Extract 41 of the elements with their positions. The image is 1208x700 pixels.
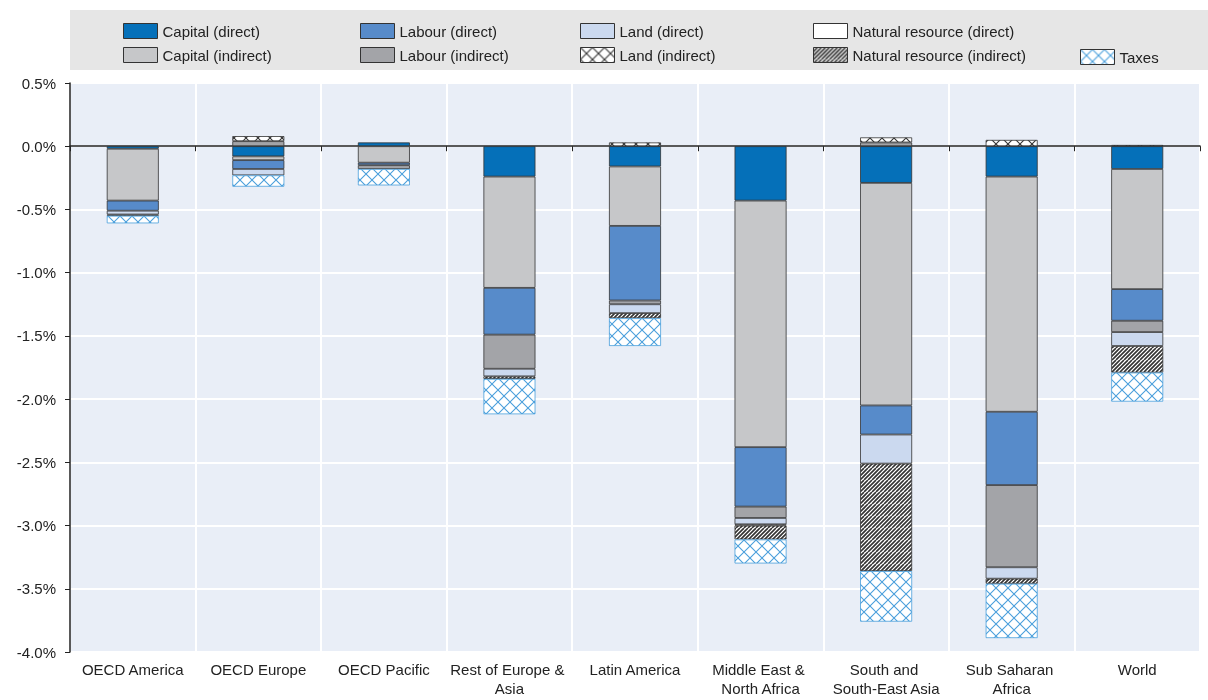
bar [1111,372,1164,402]
bar [860,137,913,143]
legend-label: Natural resource (direct) [852,22,1015,40]
bar [609,304,661,314]
x-tick-label: OECD Europe [210,661,307,678]
y-tick-label: -4.0% [16,643,56,661]
bar [860,571,913,622]
x-tick-label: OECD America [81,661,185,678]
y-tick-label: -3.5% [16,580,56,598]
bar [232,136,285,142]
y-tick-label: 0.5% [21,74,56,92]
x-tick-label: Middle East & North Africa [712,661,809,697]
bar [357,168,410,186]
bar [609,318,661,346]
x-tick-label: Rest of Europe & Asia [450,661,569,697]
legend-label: Land (indirect) [619,46,716,64]
legend-label: Capital (indirect) [162,46,272,64]
y-tick-label: -1.0% [16,264,56,282]
bar [106,215,159,224]
legend-label: Natural resource (indirect) [852,46,1026,64]
x-tick-label: World [1117,661,1157,678]
y-tick-label: -2.0% [16,390,56,408]
bar [357,146,410,163]
legend-label: Taxes [1119,48,1159,66]
bar [985,583,1038,639]
x-tick-label: Latin America [589,661,682,678]
legend-label: Labour (direct) [399,22,498,40]
x-tick-label: South and South-East Asia [832,661,941,697]
x-tick-label: Sub Saharan Africa [965,661,1058,697]
legend-label: Labour (indirect) [399,46,509,64]
x-tick-label: OECD Pacific [338,661,431,678]
y-tick-label: -1.5% [16,327,56,345]
y-tick-label: 0.0% [21,137,56,155]
bar [232,175,285,187]
bar [483,378,536,415]
y-tick-label: -0.5% [16,200,56,218]
legend-label: Land (direct) [619,22,704,40]
y-tick-label: -2.5% [16,453,56,471]
legend-label: Capital (direct) [162,22,261,40]
bar [734,539,787,564]
y-tick-label: -3.0% [16,517,56,535]
